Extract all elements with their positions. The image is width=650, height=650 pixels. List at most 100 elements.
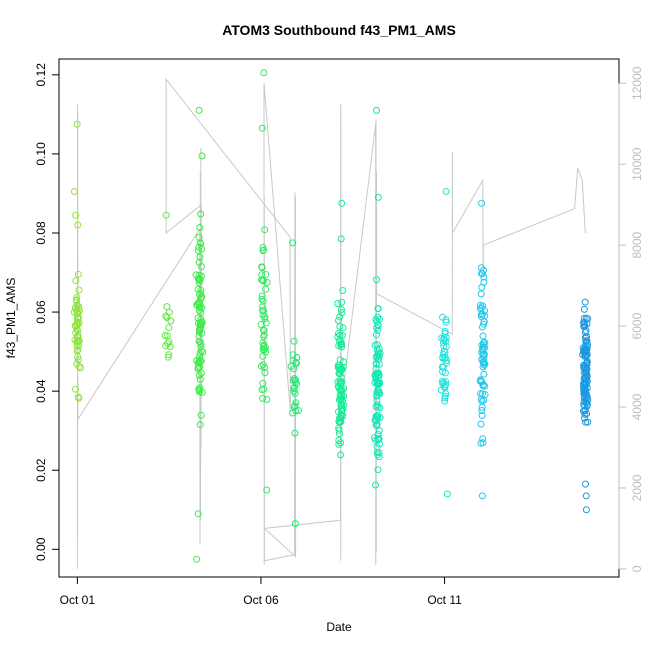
altitude-line <box>76 77 586 569</box>
data-point <box>197 293 205 301</box>
data-point <box>372 412 380 420</box>
data-point <box>375 449 383 457</box>
data-point <box>336 331 344 339</box>
data-point <box>73 120 81 128</box>
data-point <box>73 342 81 350</box>
data-point <box>195 371 203 379</box>
data-point <box>335 440 343 448</box>
data-point <box>75 307 83 315</box>
data-point <box>194 510 202 518</box>
data-point <box>337 451 344 459</box>
data-point <box>580 305 588 313</box>
data-point <box>260 69 268 77</box>
data-point <box>337 235 345 243</box>
data-point <box>338 298 346 306</box>
data-point <box>583 401 591 408</box>
data-point <box>292 378 299 386</box>
data-point <box>197 263 205 271</box>
data-point <box>196 223 204 231</box>
data-point <box>480 358 488 366</box>
data-point <box>480 320 488 328</box>
data-point <box>374 193 382 201</box>
data-point <box>260 385 268 393</box>
data-point <box>481 339 489 346</box>
data-point <box>338 406 346 414</box>
x-tick-label: Oct 01 <box>60 593 96 607</box>
data-point <box>74 356 82 364</box>
y-tick-label: 0.08 <box>34 221 48 245</box>
data-point <box>75 286 83 294</box>
data-point <box>261 369 269 377</box>
data-point <box>372 360 380 368</box>
data-point <box>197 411 205 419</box>
data-point <box>197 210 205 218</box>
data-point <box>479 382 487 390</box>
data-point <box>580 393 588 401</box>
data-point <box>258 264 266 272</box>
data-point <box>72 296 80 304</box>
data-point <box>580 369 588 377</box>
data-point <box>259 297 267 305</box>
data-point <box>478 284 486 291</box>
data-point <box>374 466 382 474</box>
data-point <box>262 271 270 278</box>
data-point <box>478 412 486 419</box>
data-point <box>478 492 486 500</box>
data-point <box>337 418 345 426</box>
y-tick-label: 0.06 <box>34 300 48 324</box>
data-point <box>197 240 205 247</box>
data-point <box>196 298 204 306</box>
data-point <box>292 358 300 366</box>
data-point <box>373 331 380 339</box>
x-tick-label: Oct 06 <box>243 593 279 607</box>
data-point <box>337 396 345 403</box>
data-point <box>198 318 206 326</box>
x-axis-title: Date <box>326 620 352 634</box>
data-point <box>338 394 346 402</box>
data-point <box>373 370 381 378</box>
data-point <box>72 211 80 219</box>
y2-tick-label: 2000 <box>630 474 644 501</box>
data-point <box>194 285 202 293</box>
data-point <box>194 299 202 307</box>
data-point <box>441 397 449 405</box>
data-point <box>582 337 590 345</box>
data-point <box>193 555 201 563</box>
data-point <box>73 360 81 368</box>
data-point <box>375 360 383 368</box>
data-point <box>375 427 383 435</box>
data-point <box>74 270 82 278</box>
data-point <box>337 306 345 313</box>
data-point <box>263 279 271 286</box>
data-point <box>164 353 172 361</box>
data-point <box>442 318 450 326</box>
data-point <box>373 106 380 114</box>
data-point <box>437 386 445 394</box>
data-point <box>372 373 380 381</box>
y2-tick-label: 12000 <box>630 66 644 100</box>
data-point <box>580 319 588 327</box>
data-point <box>337 340 345 348</box>
data-point <box>372 481 379 489</box>
data-point <box>197 340 205 348</box>
data-point <box>197 347 205 355</box>
data-point <box>480 396 488 404</box>
data-point <box>73 347 81 355</box>
data-point <box>290 365 298 373</box>
data-point <box>476 376 484 384</box>
data-point <box>374 322 382 329</box>
y-tick-label: 0.00 <box>34 537 48 561</box>
data-point <box>194 247 202 255</box>
data-point <box>259 311 267 319</box>
x-axis: Oct 01 Oct 06 Oct 11 <box>60 576 462 607</box>
data-point <box>335 437 343 444</box>
data-point <box>374 326 382 334</box>
data-point <box>479 346 487 354</box>
data-point <box>258 295 266 303</box>
data-point <box>479 302 486 310</box>
data-point <box>441 327 449 335</box>
data-point <box>73 325 81 333</box>
data-point <box>77 364 85 372</box>
data-point <box>196 363 204 371</box>
data-point <box>441 394 449 402</box>
